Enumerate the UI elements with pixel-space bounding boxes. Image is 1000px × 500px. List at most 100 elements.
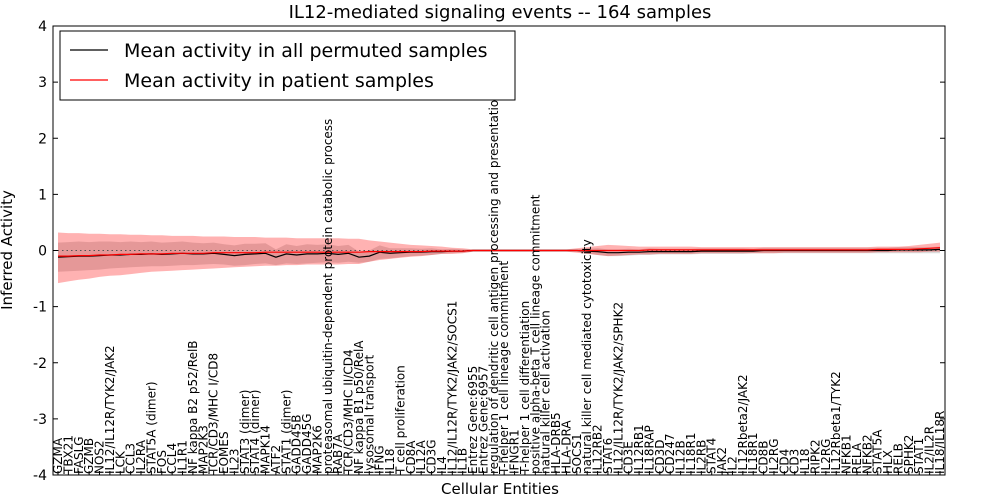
y-tick-label: -1 — [33, 300, 47, 316]
x-axis-label: Cellular Entities — [441, 480, 559, 498]
x-tick-label: TCR/CD3/MHC II/CD4 — [342, 349, 356, 475]
x-tick-label: STAT1 — [912, 438, 926, 474]
x-tick-label: IL2RA — [134, 439, 148, 474]
x-tick-label: STAT1 (dimer) — [279, 390, 293, 474]
x-tick-label: HLA-DRA — [559, 420, 573, 474]
x-tick-label: IL2 — [725, 456, 739, 474]
x-tick-label: CCL3 — [124, 443, 138, 474]
plot-frame — [52, 25, 946, 476]
y-tick-label: -4 — [33, 468, 47, 484]
x-tick-label: lysosomal transport — [362, 354, 376, 474]
x-tick-label: T cell proliferation — [393, 365, 407, 475]
x-tick-label: STAT4 — [705, 438, 719, 474]
x-tick-label: FOS — [155, 450, 169, 474]
x-tick-label: NF kappa B2 p52/RelB — [186, 340, 200, 474]
x-tick-label: IL2RG — [819, 439, 833, 475]
x-tick-label: CD3 — [788, 449, 802, 474]
x-tick-label: RELA — [850, 442, 864, 474]
x-tick-label: RELB — [891, 443, 905, 474]
x-tick-label: IL12RB1 — [632, 424, 646, 474]
series-lines — [57, 247, 941, 258]
x-tick-label: STAT3 (dimer) — [238, 390, 252, 474]
x-tick-label: IFNGR1 — [508, 429, 522, 474]
x-tick-label: HLX — [881, 450, 895, 474]
x-tick-label: IL12B — [674, 440, 688, 474]
y-tick-label: 4 — [38, 19, 47, 35]
legend-box — [59, 30, 516, 101]
x-tick-label: RAB7A — [331, 433, 345, 474]
x-tick-label: IL1R1 — [176, 440, 190, 474]
x-tick-label: NFKB2 — [860, 434, 874, 474]
x-tick-label: Entrez Gene:6955 — [466, 366, 480, 474]
x-tick-label: T-helper 1 cell differentiation — [518, 301, 532, 475]
confidence-bands — [58, 232, 940, 284]
x-tick-label: IL12/IL12R/TYK2/JAK2/SOCS1 — [445, 301, 459, 474]
y-tick-label: 1 — [38, 187, 47, 203]
x-tick-label: CD3G — [425, 439, 439, 474]
x-tick-label: CD247 — [663, 433, 677, 474]
y-tick-label: 2 — [38, 131, 47, 147]
x-tick-label: CD8B — [757, 441, 771, 475]
x-tick-label: CD3D — [653, 440, 667, 475]
x-tick-label: CD3E — [622, 441, 636, 474]
x-tick-label: FASLG — [72, 436, 86, 474]
x-tick-label: GZMB — [82, 438, 96, 474]
x-tick-label: IL2RB — [694, 440, 708, 474]
x-tick-label: CCL4 — [165, 443, 179, 474]
x-tick-label: HLA-DRB5 — [549, 412, 563, 474]
x-tick-label: CD8A — [404, 440, 418, 474]
x-tick-label: natural killer cell activation — [539, 310, 553, 474]
x-tick-label: IL12A — [414, 440, 428, 474]
x-tick-label: IFNG — [373, 445, 387, 474]
band-series-1 — [58, 232, 940, 284]
x-tick-label: STAT5A (dimer) — [144, 381, 158, 474]
line-series-1 — [58, 247, 941, 257]
x-tick-label: RIPK2 — [808, 439, 822, 474]
x-tick-label: CD4 — [777, 449, 791, 474]
x-tick-label: IL2/IL2R — [923, 426, 937, 474]
x-tick-label: NF kappa B1 p50/RelA — [352, 340, 366, 474]
x-tick-label: MAP2K3 — [196, 425, 210, 474]
x-tick-label: IL12Rbeta1/TYK2 — [829, 371, 843, 474]
x-tick-label: IL18/IL18R — [933, 411, 947, 474]
x-tick-label: STAT6 — [601, 438, 615, 474]
x-tick-label: IL12/IL12R/TYK2/JAK2 — [103, 345, 117, 474]
x-tick-label: IL12Rbeta2/JAK2 — [736, 374, 750, 474]
chart-title: IL12-mediated signaling events -- 164 sa… — [289, 2, 712, 23]
x-tick-label: IL18 — [383, 449, 397, 475]
x-tick-label: EOMES — [217, 431, 231, 474]
x-tick-label: STAT5A — [871, 429, 885, 474]
y-axis-label: Inferred Activity — [0, 190, 16, 310]
legend-label-patient: Mean activity in patient samples — [124, 70, 434, 92]
x-tick-label: positive alpha-beta T cell lineage commi… — [528, 194, 542, 474]
x-tick-label: NOS2 — [93, 440, 107, 474]
y-tick-label: -2 — [33, 356, 47, 372]
x-tick-labels: GZMATBX21FASLGGZMBNOS2IL12/IL12R/TYK2/JA… — [51, 92, 947, 475]
x-tick-label: SOCS1 — [570, 433, 584, 474]
x-tick-label: IL12RB2 — [591, 424, 605, 474]
x-tick-label: IL18RAP — [642, 425, 656, 474]
y-tick-label: -3 — [33, 412, 47, 428]
x-tick-label: proteasomal ubiquitin-dependent protein … — [321, 119, 335, 474]
x-tick-label: regulation of dendritic cell antigen pro… — [487, 92, 501, 474]
x-tick-label: GZMA — [51, 437, 65, 474]
x-tick-label: STAT4 (dimer) — [248, 390, 262, 474]
x-tick-label: TCR/CD3/MHC I/CD8 — [207, 353, 221, 475]
x-tick-label: MAPK14 — [259, 425, 273, 474]
x-tick-label: T-helper 1 cell lineage commitment — [497, 261, 511, 475]
legend-label-permuted: Mean activity in all permuted samples — [124, 40, 487, 62]
x-tick-label: IL23 — [227, 449, 241, 475]
x-tick-label: LCK — [113, 450, 127, 474]
x-tick-label: Entrez Gene:6957 — [476, 366, 490, 474]
x-tick-label: TBX21 — [61, 435, 75, 475]
x-tick-label: GADD45B — [290, 415, 304, 475]
x-tick-label: JAK2 — [715, 447, 729, 475]
x-tick-label: IL12/IL12R/TYK2/JAK2/SPHK2 — [611, 302, 625, 474]
y-tick-labels: -4 -3 -2 -1 0 1 2 3 4 — [33, 19, 945, 484]
y-tick-label: 0 — [38, 244, 47, 260]
x-tick-label: SPHK2 — [902, 435, 916, 474]
x-tick-label: NFKB1 — [840, 434, 854, 474]
x-tick-label: IL4 — [435, 456, 449, 474]
x-tick-label: IL1B — [456, 448, 470, 474]
